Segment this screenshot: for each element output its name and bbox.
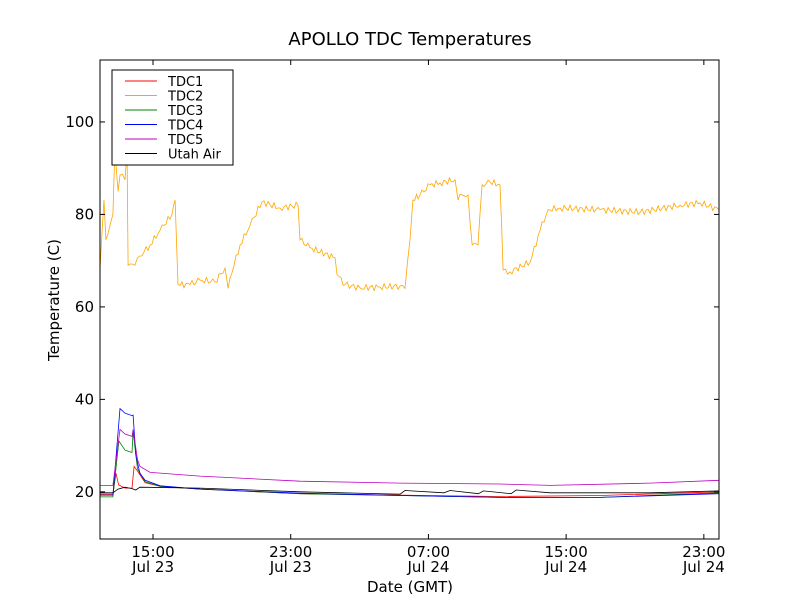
plot-frame: [99, 59, 720, 540]
x-tick-label-time: 23:00: [269, 543, 312, 561]
y-tick-label: 80: [75, 205, 94, 223]
x-tick-label-date: Jul 23: [131, 558, 174, 576]
x-tick-label-time: 23:00: [682, 543, 725, 561]
series-line-tdc4: [100, 407, 719, 498]
x-axis-label: Date (GMT): [367, 578, 453, 596]
legend-label: TDC3: [167, 104, 203, 119]
x-tick-label-time: 07:00: [407, 543, 450, 561]
x-tick-label-date: Jul 23: [269, 558, 312, 576]
series-layer: [100, 145, 719, 498]
legend-label: TDC1: [167, 75, 203, 90]
chart-title: APOLLO TDC Temperatures: [288, 29, 531, 50]
legend-label: Utah Air: [168, 148, 221, 163]
y-tick-label: 100: [65, 113, 94, 131]
x-tick-label-date: Jul 24: [406, 558, 449, 576]
series-line-tdc2: [100, 145, 719, 292]
y-tick-label: 20: [75, 483, 94, 501]
y-tick-label: 60: [75, 298, 94, 316]
series-line-utah-air: [100, 486, 719, 495]
y-axis-label: Temperature (C): [45, 239, 63, 362]
x-tick-label-time: 15:00: [545, 543, 588, 561]
legend-label: TDC4: [167, 119, 203, 134]
series-line-tdc1: [100, 465, 719, 497]
x-tick-label-time: 15:00: [131, 543, 174, 561]
legend-box: [111, 69, 234, 166]
x-tick-label-date: Jul 24: [544, 558, 587, 576]
legend-label: TDC2: [167, 90, 203, 105]
y-tick-label: 40: [75, 390, 94, 408]
x-tick-label-date: Jul 24: [682, 558, 725, 576]
series-line-tdc5: [100, 428, 719, 486]
legend-label: TDC5: [167, 133, 203, 148]
